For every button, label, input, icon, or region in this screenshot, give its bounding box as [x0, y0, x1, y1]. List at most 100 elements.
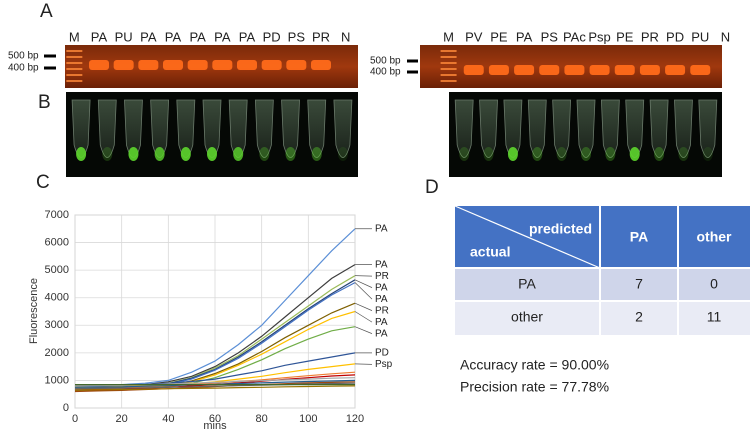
y-tick-label: 6000 — [45, 236, 69, 248]
ladder-band — [441, 50, 457, 52]
series-label: PA — [375, 259, 388, 270]
gel-band — [590, 65, 610, 75]
gel-band — [311, 60, 331, 70]
panel-label: D — [425, 177, 439, 198]
tube-glow — [286, 147, 296, 161]
table: predicted actual PA other PA 7 0 other 2… — [455, 206, 750, 335]
bp-marker: 500 bp — [370, 56, 401, 67]
gel-band — [615, 65, 635, 75]
leader-line — [355, 303, 372, 310]
x-tick-label: 0 — [72, 413, 78, 425]
lane-label: PA — [239, 29, 256, 44]
lane-label: PE — [490, 29, 508, 44]
tube-glow — [654, 147, 664, 161]
lane-label: PAc — [563, 29, 586, 44]
bp-marker: 400 bp — [370, 67, 401, 78]
lane-label: PS — [288, 29, 306, 44]
lane-label: PR — [312, 29, 330, 44]
series-label: PR — [375, 305, 389, 316]
gel-band — [188, 60, 208, 70]
row-header: PA — [518, 276, 536, 292]
series-label: PA — [375, 294, 388, 305]
cell: 11 — [707, 309, 722, 325]
tube-glow — [312, 147, 322, 161]
series-label: PA — [375, 317, 388, 328]
header-cell: predicted — [529, 221, 592, 237]
metric: Accuracy rate = 90.00% — [460, 357, 609, 373]
gel-band — [237, 60, 257, 70]
lane-label: N — [721, 29, 730, 44]
series-label: PD — [375, 347, 389, 358]
y-tick-label: 2000 — [45, 347, 69, 359]
tube-glow — [703, 147, 713, 161]
gel-band — [464, 65, 484, 75]
cell: 7 — [635, 276, 643, 292]
tube-glow — [678, 147, 688, 161]
lane-label: Psp — [588, 29, 610, 44]
leader-line — [355, 327, 372, 334]
tube-glow — [508, 147, 518, 161]
tube-glow — [76, 147, 86, 161]
bp-marker: 400 bp — [8, 63, 39, 74]
tube-glow — [207, 147, 217, 161]
table-row — [455, 268, 750, 301]
panel-label: A — [40, 1, 53, 22]
y-tick-label: 1000 — [45, 374, 69, 386]
series-label: Psp — [375, 359, 393, 370]
ladder-band — [441, 68, 457, 70]
tube-glow — [155, 147, 165, 161]
gel-band — [212, 60, 232, 70]
ladder-band — [441, 56, 457, 58]
gel-band — [489, 65, 509, 75]
lane-label: N — [341, 29, 350, 44]
gel-band — [514, 65, 534, 75]
ladder-band — [66, 50, 82, 52]
y-axis-label: Fluorescence — [28, 278, 40, 344]
x-tick-label: 20 — [116, 413, 128, 425]
lane-label: M — [443, 29, 454, 44]
gel-band — [286, 60, 306, 70]
tube-glow — [128, 147, 138, 161]
x-tick-label: 80 — [256, 413, 268, 425]
y-tick-label: 5000 — [45, 264, 69, 276]
series-label: PR — [375, 271, 389, 282]
tube-glow — [484, 147, 494, 161]
series-label: PA — [375, 328, 388, 339]
cell: 2 — [635, 309, 643, 325]
y-tick-label: 7000 — [45, 209, 69, 221]
panel-label: B — [38, 92, 51, 113]
tube-glow — [532, 147, 542, 161]
gel-band — [564, 65, 584, 75]
ladder-band — [441, 80, 457, 82]
series-label: PA — [375, 282, 388, 293]
x-tick-label: 100 — [299, 413, 317, 425]
ladder-band — [66, 56, 82, 58]
ladder-band — [66, 80, 82, 82]
lane-label: M — [69, 29, 80, 44]
tube-glow — [338, 147, 348, 161]
gel-band — [539, 65, 559, 75]
gel-band — [114, 60, 134, 70]
ladder-band — [441, 74, 457, 76]
gel-band — [262, 60, 282, 70]
header-cell: other — [697, 229, 733, 245]
ladder-band — [441, 62, 457, 64]
tube-glow — [630, 147, 640, 161]
lane-label: PA — [91, 29, 108, 44]
cell: 0 — [710, 276, 718, 292]
tube-glow — [581, 147, 591, 161]
gel-band — [665, 65, 685, 75]
header-cell: actual — [470, 244, 510, 260]
y-tick-label: 0 — [63, 402, 69, 414]
y-tick-label: 3000 — [45, 319, 69, 331]
lane-label: PU — [115, 29, 133, 44]
header-cell: PA — [630, 229, 648, 245]
lane-label: PS — [541, 29, 559, 44]
gel-band — [690, 65, 710, 75]
x-tick-label: 40 — [162, 413, 174, 425]
x-tick-label: 120 — [346, 413, 364, 425]
bp-marker: 500 bp — [8, 51, 39, 62]
metric: Precision rate = 77.78% — [460, 379, 609, 395]
y-tick-label: 4000 — [45, 292, 69, 304]
